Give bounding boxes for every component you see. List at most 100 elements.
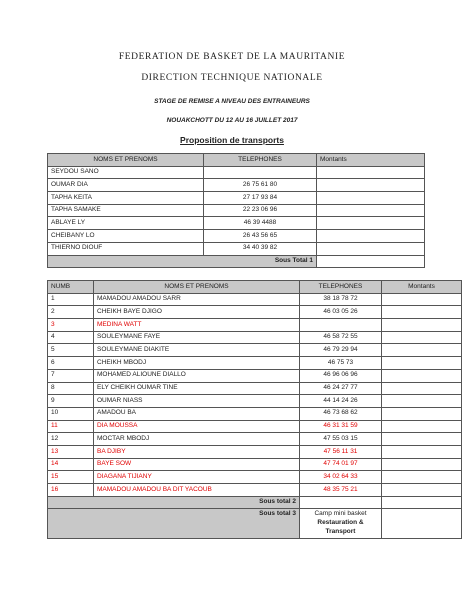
dates-title: NOUAKCHOTT DU 12 AU 16 JUILLET 2017 [166,117,298,124]
header-phone: TELEPHONES [299,280,382,294]
coaches-table: NOMS ET PRENOMS TELEPHONES Montants SEYD… [47,153,425,269]
participant-phone-cell [299,318,382,332]
participant-name-cell: DIA MOUSSA [93,419,300,434]
table-row: THIERNO DIOUF 34 40 39 82 [47,241,425,256]
participant-phone-cell: 46 79 29 94 [299,343,382,358]
coach-phone-cell [203,165,317,180]
participant-name-cell: SOULEYMANE DIAKITE [93,343,300,358]
participant-phone-cell: 47 74 01 97 [299,457,382,472]
participant-phone-cell: 46 24 27 77 [299,381,382,396]
participant-name-cell: BA DJIBY [93,444,300,459]
participant-amount-cell [381,381,462,396]
participant-phone-cell: 34 02 64 33 [299,470,382,484]
participant-number-cell: 9 [47,394,94,408]
participant-amount-cell [381,318,462,332]
table-row: ABLAYE LY 46 39 4488 [47,216,425,231]
participant-name-cell: MAMADOU AMADOU BA DIT YACOUB [93,483,300,497]
participant-number-cell: 11 [47,419,94,434]
subtotal-3-label: Sous total 3 [47,508,300,539]
participant-name-cell: MEDINA WATT [93,318,300,332]
coach-phone-cell: 34 40 39 82 [203,241,317,256]
coach-name-cell: TAPHA SAMAKE [47,203,204,218]
participant-number-cell: 13 [47,444,94,459]
participant-number-cell: 2 [47,305,94,320]
table-row: 8 ELY CHEIKH OUMAR TINE 46 24 27 77 [47,381,462,396]
header-name: NOMS ET PRENOMS [93,280,300,294]
coach-amount-cell [316,191,425,205]
participant-number-cell: 4 [47,330,94,345]
participant-amount-cell [381,330,462,345]
stage-title: STAGE DE REMISE A NIVEAU DES ENTRAINEURS [154,98,310,105]
participant-amount-cell [381,457,462,472]
participant-name-cell: BAYE SOW [93,457,300,472]
participant-number-cell: 1 [47,292,94,307]
participant-phone-cell: 46 73 68 62 [299,406,382,421]
table-row: 12 MOCTAR MBODJ 47 55 03 15 [47,432,462,446]
federation-title: FEDERATION DE BASKET DE LA MAURITANIE [118,52,346,62]
table-row: 5 SOULEYMANE DIAKITE 46 79 29 94 [47,343,462,358]
table-row: TAPHA KEITA 27 17 93 84 [47,191,425,205]
participant-number-cell: 5 [47,343,94,358]
participant-phone-cell: 46 58 72 55 [299,330,382,345]
participant-name-cell: CHEIKH BAYE DJIGO [93,305,300,320]
subtotal-2-amount [381,495,462,510]
header-number: NUMB [47,280,94,294]
direction-title: DIRECTION TECHNIQUE NATIONALE [141,73,323,83]
participant-phone-cell: 48 35 75 21 [299,483,382,497]
table-row: 11 DIA MOUSSA 46 31 31 59 [47,419,462,434]
participant-number-cell: 6 [47,356,94,370]
subtotal-2-value [299,495,382,510]
participant-phone-cell: 46 96 06 96 [299,368,382,383]
participant-phone-cell: 47 56 11 31 [299,444,382,459]
header-amount: Montants [381,280,462,294]
coach-phone-cell: 26 43 56 65 [203,229,317,243]
table-header-row: NOMS ET PRENOMS TELEPHONES Montants [47,153,425,167]
table-header-row: NUMB NOMS ET PRENOMS TELEPHONES Montants [47,280,462,294]
table-row: 10 AMADOU BA 46 73 68 62 [47,406,462,421]
header-name: NOMS ET PRENOMS [47,153,204,167]
participant-name-cell: AMADOU BA [93,406,300,421]
subtotal-3-description: Camp mini basket Restauration & Transpor… [299,508,382,539]
table-row: 14 BAYE SOW 47 74 01 97 [47,457,462,472]
coach-name-cell: OUMAR DIA [47,178,204,193]
participant-amount-cell [381,470,462,484]
participant-amount-cell [381,305,462,320]
table-row: 13 BA DJIBY 47 56 11 31 [47,444,462,459]
participant-amount-cell [381,394,462,408]
coach-phone-cell: 26 75 61 80 [203,178,317,193]
participant-number-cell: 8 [47,381,94,396]
participant-number-cell: 14 [47,457,94,472]
coach-name-cell: SEYDOU SANO [47,165,204,180]
participant-phone-cell: 44 14 24 26 [299,394,382,408]
coach-phone-cell: 46 39 4488 [203,216,317,231]
participant-phone-cell: 46 31 31 59 [299,419,382,434]
subtotal-2-row: Sous total 2 [47,495,462,510]
table-row: 9 OUMAR NIASS 44 14 24 26 [47,394,462,408]
table-row: 1 MAMADOU AMADOU SARR 38 18 78 72 [47,292,462,307]
participant-name-cell: MOCTAR MBODJ [93,432,300,446]
participant-name-cell: SOULEYMANE FAYE [93,330,300,345]
subtotal-1-label: Sous Total 1 [203,254,317,269]
participant-phone-cell: 46 03 05 26 [299,305,382,320]
coach-name-cell: ABLAYE LY [47,216,204,231]
participant-name-cell: DIAGANA TIJIANY [93,470,300,484]
participant-amount-cell [381,406,462,421]
participant-amount-cell [381,343,462,358]
table-row: 4 SOULEYMANE FAYE 46 58 72 55 [47,330,462,345]
coach-amount-cell [316,216,425,231]
participant-amount-cell [381,292,462,307]
coach-amount-cell [316,229,425,243]
table-row: 6 CHEIKH MBODJ 46 75 73 [47,356,462,370]
header-amount: Montants [316,153,425,167]
participant-phone-cell: 38 18 78 72 [299,292,382,307]
participant-name-cell: OUMAR NIASS [93,394,300,408]
participant-name-cell: MOHAMED ALIOUNE DIALLO [93,368,300,383]
table-row: 2 CHEIKH BAYE DJIGO 46 03 05 26 [47,305,462,320]
subtotal-3-line-1: Camp mini basket [314,510,367,518]
participant-number-cell: 7 [47,368,94,383]
table-row: CHEIBANY LO 26 43 56 65 [47,229,425,243]
proposition-subtitle: Proposition de transports [180,135,284,145]
participant-amount-cell [381,356,462,370]
coach-amount-cell [316,241,425,256]
subtotal-3-amount [381,508,462,539]
